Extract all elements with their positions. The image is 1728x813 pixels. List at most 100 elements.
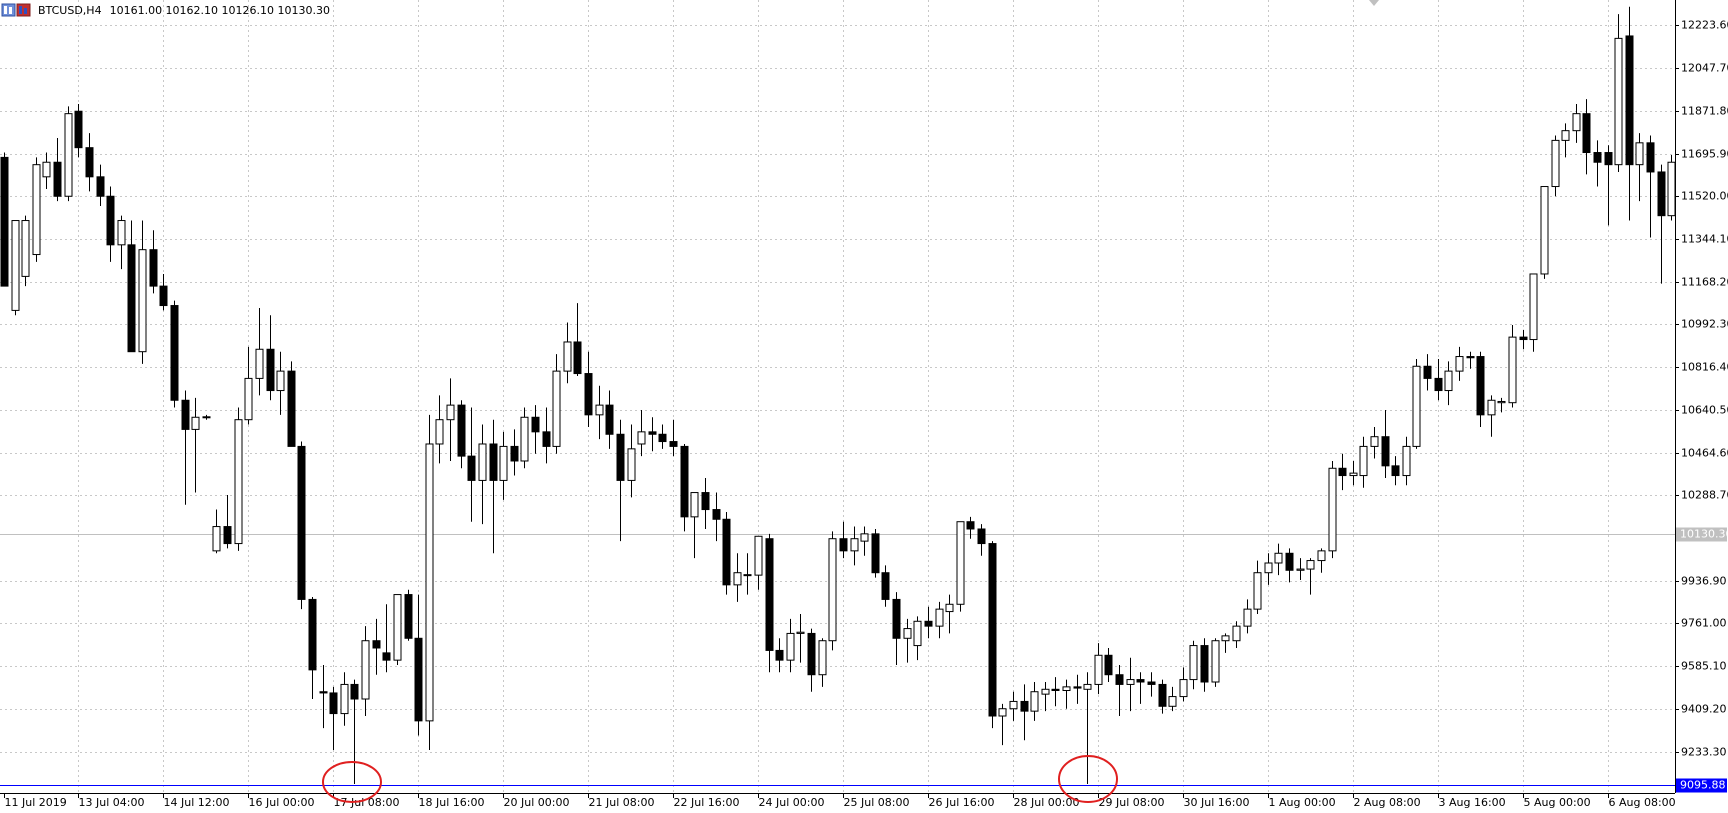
candle-body <box>1476 356 1485 416</box>
candle-body <box>1104 654 1113 676</box>
candle-body <box>1158 683 1167 707</box>
price-label-box <box>1676 778 1727 793</box>
candle-body <box>340 683 349 715</box>
candle-body <box>733 572 742 586</box>
y-tick-label: 12223.60 <box>1681 19 1728 32</box>
price-label-box <box>1676 527 1727 542</box>
y-tick-label: 9761.00 <box>1681 617 1727 630</box>
candle-body <box>510 445 519 462</box>
candle-body <box>616 433 625 481</box>
x-tick-label: 5 Aug 00:00 <box>1524 796 1591 809</box>
x-tick-label: 26 Jul 16:00 <box>929 796 995 809</box>
candle-body <box>1126 679 1135 685</box>
candle-body <box>1189 645 1198 681</box>
candle-body <box>1051 688 1060 692</box>
y-tick-label: 9409.20 <box>1681 703 1727 716</box>
candle-body <box>212 526 221 552</box>
y-tick-label: 9585.10 <box>1681 660 1727 673</box>
icon-part <box>9 7 12 14</box>
grid-layer <box>0 0 1675 793</box>
candle-body <box>223 526 232 545</box>
x-tick-label: 20 Jul 00:00 <box>504 796 570 809</box>
x-tick-label: 16 Jul 00:00 <box>249 796 315 809</box>
x-tick-label: 30 Jul 16:00 <box>1184 796 1250 809</box>
candle-body <box>754 535 763 576</box>
x-tick-label: 29 Jul 08:00 <box>1099 796 1165 809</box>
candle-body <box>244 377 253 421</box>
icon-part <box>4 6 7 14</box>
candle-body <box>350 683 359 700</box>
candle-body <box>605 404 614 435</box>
candle-body <box>658 433 667 443</box>
candle-body <box>924 620 933 627</box>
y-tick-label: 10640.50 <box>1681 404 1728 417</box>
candle-body <box>1423 365 1432 379</box>
candle-body <box>584 373 593 416</box>
chart-icon <box>1 3 31 17</box>
candle-body <box>1168 696 1177 707</box>
candle-body <box>1211 640 1220 683</box>
candle-body <box>807 632 816 676</box>
candle-body <box>170 305 179 401</box>
candle-body <box>1646 142 1655 173</box>
candle-body <box>1083 683 1092 690</box>
candle-body <box>1667 161 1676 217</box>
candle-body <box>913 620 922 647</box>
candles-layer <box>0 6 1676 785</box>
candle-body <box>32 164 41 256</box>
candle-body <box>1062 686 1071 692</box>
candle-body <box>1009 700 1018 710</box>
candle-body <box>1381 436 1390 467</box>
icon-part <box>1 3 16 17</box>
highlight-circle <box>1058 755 1118 803</box>
candle-body <box>1582 113 1591 154</box>
x-tick-label: 24 Jul 00:00 <box>759 796 825 809</box>
candle-body <box>117 220 126 246</box>
icon-part <box>19 6 22 14</box>
x-tick-label: 11 Jul 2019 <box>5 796 67 809</box>
candle-body <box>1604 152 1613 166</box>
candle-body <box>520 416 529 462</box>
candle-body <box>531 416 540 433</box>
candle-body <box>1200 645 1209 683</box>
candle-body <box>1253 572 1262 610</box>
candle-body <box>1572 113 1581 132</box>
candle-body <box>765 538 774 651</box>
candle-body <box>266 348 275 392</box>
candle-body <box>1402 445 1411 477</box>
candle-body <box>850 538 859 552</box>
candle-body <box>138 249 147 353</box>
candle-body <box>1285 552 1294 571</box>
candle-body <box>1147 681 1156 685</box>
candle-body <box>839 538 848 552</box>
x-tick-label: 21 Jul 08:00 <box>589 796 655 809</box>
candle-body <box>159 285 168 307</box>
price-label: 9095.88 <box>1680 779 1726 792</box>
candle-body <box>1328 467 1337 552</box>
x-tick-label: 18 Jul 16:00 <box>419 796 485 809</box>
x-tick-label: 6 Aug 08:00 <box>1609 796 1676 809</box>
candle-body <box>701 492 710 511</box>
candle-body <box>1497 400 1506 404</box>
candle-body <box>627 448 636 481</box>
x-tick-label: 22 Jul 16:00 <box>674 796 740 809</box>
candle-body <box>552 370 561 447</box>
candle-body <box>892 598 901 639</box>
candle-body <box>21 220 30 277</box>
y-tick-label: 9233.30 <box>1681 746 1727 759</box>
x-tick-label: 25 Jul 08:00 <box>844 796 910 809</box>
chart-shift-marker[interactable] <box>1369 0 1379 6</box>
candle-body <box>0 156 9 287</box>
y-tick-label: 12047.70 <box>1681 62 1728 75</box>
candle-body <box>1115 674 1124 685</box>
candle-body <box>1529 273 1538 341</box>
candle-body <box>796 631 805 634</box>
candle-body <box>690 492 699 518</box>
candle-body <box>1434 377 1443 392</box>
candle-body <box>467 455 476 481</box>
candle-body <box>935 608 944 627</box>
candle-body <box>573 341 582 375</box>
candle-body <box>149 249 158 287</box>
candle-body <box>637 431 646 445</box>
